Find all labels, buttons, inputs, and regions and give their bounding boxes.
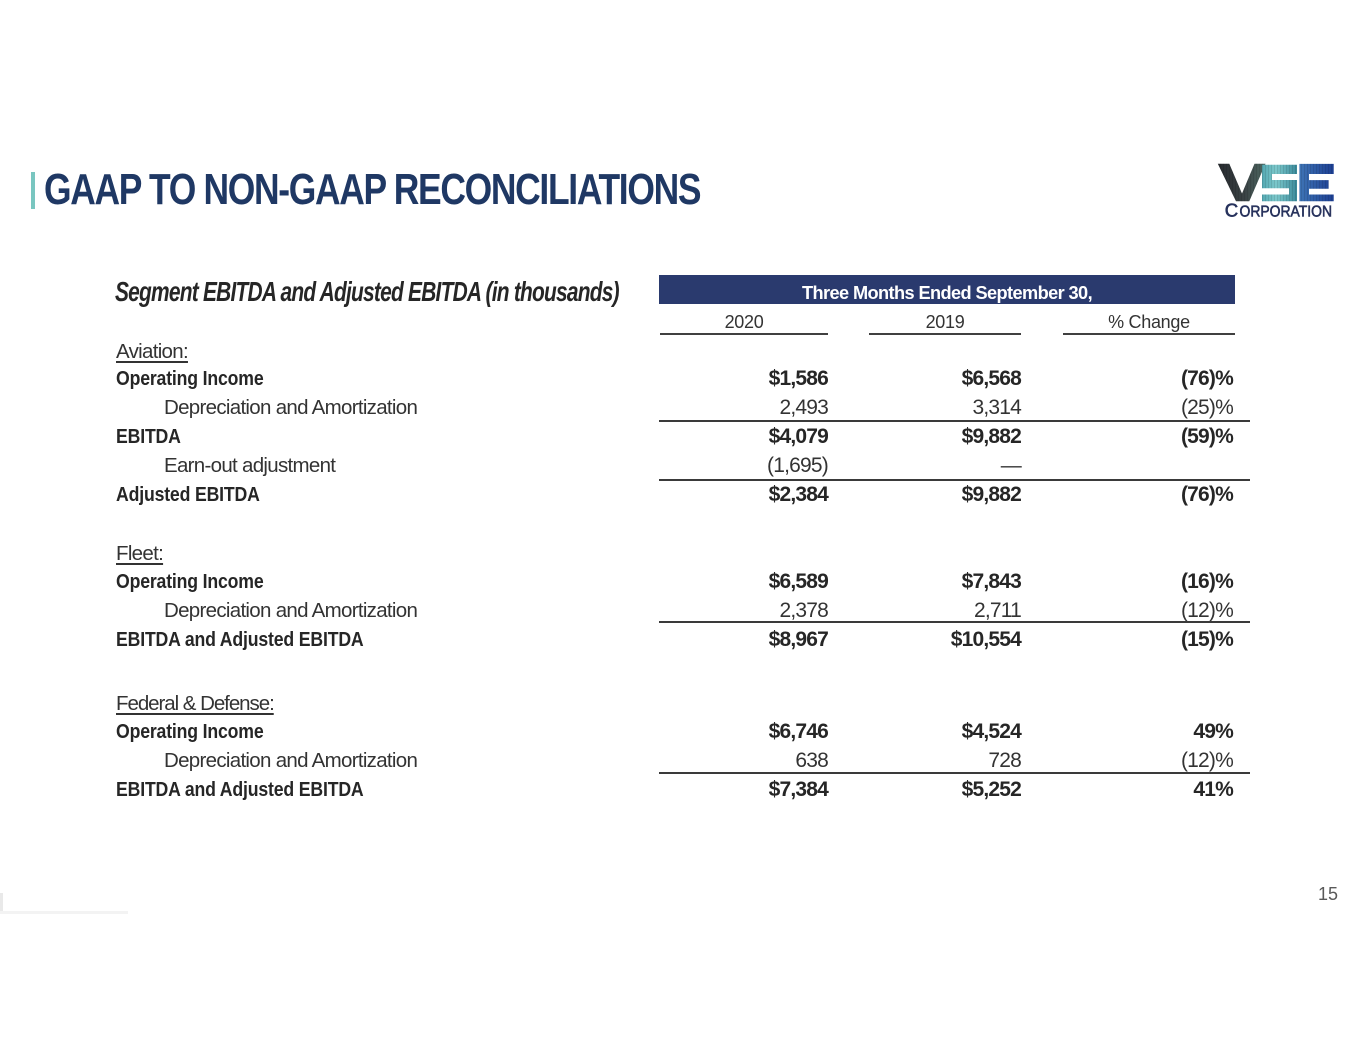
svg-text:C: C — [1225, 200, 1238, 221]
svg-text:ORPORATION: ORPORATION — [1240, 204, 1333, 221]
